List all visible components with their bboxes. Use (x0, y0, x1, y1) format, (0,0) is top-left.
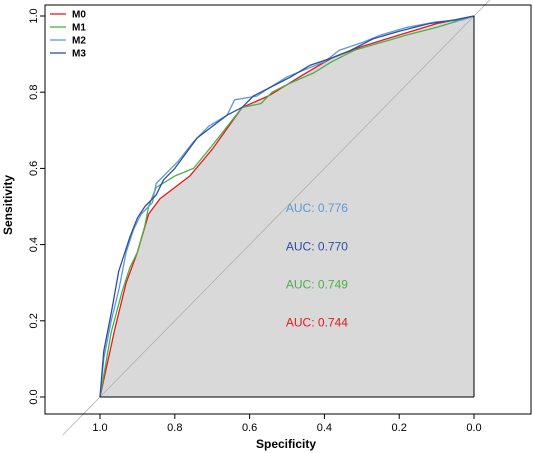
legend-label-m1: M1 (72, 23, 86, 34)
series-line-m0 (99, 15, 475, 398)
y-tick-label: 0.2 (28, 313, 40, 328)
auc-label-m1: AUC: 0.749 (286, 277, 348, 291)
auc-label-m3: AUC: 0.770 (286, 239, 348, 253)
x-tick-label: 0.0 (466, 422, 481, 434)
legend-label-m2: M2 (72, 36, 86, 47)
y-tick-label: 0.0 (28, 389, 40, 404)
y-tick-label: 0.8 (28, 85, 40, 100)
legend: M0 M1 M2 M3 (50, 10, 86, 60)
legend-label-m3: M3 (72, 49, 86, 60)
x-tick-label: 0.6 (242, 422, 257, 434)
x-tick-label: 0.2 (392, 422, 407, 434)
x-axis-label: Specificity (256, 437, 316, 451)
y-tick-label: 0.4 (28, 237, 40, 252)
y-tick-label: 1.0 (28, 8, 40, 23)
axes-layer: 1.0 0.8 0.6 0.4 0.2 0.0 0.0 0.2 0.4 0.6 0.8 1.0 (28, 4, 532, 434)
reference-diagonal-line (62, 0, 491, 436)
x-tick-label: 0.8 (167, 422, 182, 434)
auc-label-m2: AUC: 0.776 (286, 201, 348, 215)
auc-annotations-layer: AUC: 0.776 AUC: 0.770 AUC: 0.749 AUC: 0.744 (286, 201, 348, 329)
x-tick-label: 0.4 (317, 422, 332, 434)
auc-label-m0: AUC: 0.744 (286, 316, 348, 330)
legend-label-m0: M0 (72, 10, 86, 21)
series-line-m3 (99, 15, 475, 398)
y-tick-label: 0.6 (28, 161, 40, 176)
plot-frame (44, 4, 532, 415)
y-axis-label: Sensitivity (1, 175, 15, 235)
series-layer (99, 15, 475, 398)
x-tick-label: 1.0 (92, 422, 107, 434)
reference-line-layer (62, 0, 491, 436)
series-line-m1 (99, 15, 475, 398)
